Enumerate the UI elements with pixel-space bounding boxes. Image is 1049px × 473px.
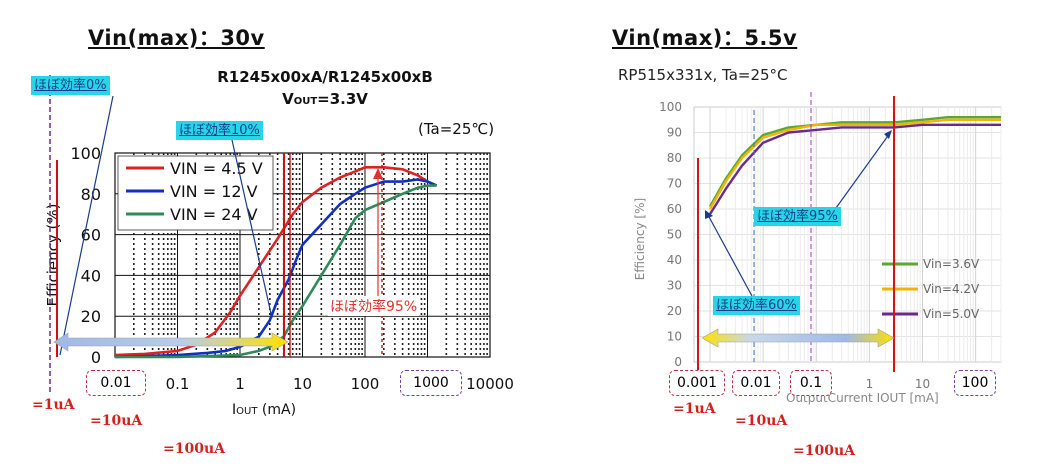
right-ytick-label: 50: [667, 228, 682, 242]
left-xtick-label: 1: [235, 375, 245, 393]
right-callout-eff95: ほぼ効率95%: [754, 207, 841, 226]
right-xtick-label: 1: [866, 377, 874, 391]
left-series-line-1: [114, 178, 438, 359]
right-marker-1uA: =1uA: [673, 401, 716, 417]
left-callout95-arrowhead: [373, 168, 383, 179]
left-condition: (Ta=25℃): [418, 120, 495, 138]
right-xtick-box-0.1: 0.1: [790, 370, 832, 396]
left-legend: VIN = 4.5 V VIN = 12 V VIN = 24 V: [117, 155, 274, 231]
right-legend: Vin=3.6V Vin=4.2V Vin=5.0V: [882, 257, 980, 321]
right-chart-title: RP515x331x, Ta=25°C: [618, 66, 788, 84]
right-ytick-label: 40: [667, 253, 682, 267]
left-callout-eff95: ほぼ効率95%: [328, 296, 420, 316]
left-ytick-label: 100: [70, 144, 101, 163]
right-legend-label: Vin=4.2V: [923, 282, 980, 296]
left-marker-10uA: =10uA: [90, 413, 143, 429]
left-ytick-label: 0: [91, 348, 101, 367]
right-ytick-label: 0: [674, 355, 682, 369]
left-series-line-2: [115, 184, 437, 359]
right-callout95-leader: [835, 132, 891, 209]
right-overlay: [697, 92, 895, 372]
right-ytick-label: 100: [659, 100, 682, 114]
right-series-line-0: [708, 116, 1001, 208]
left-ytick-label: 20: [81, 307, 101, 326]
right-ytick-label: 10: [667, 330, 682, 344]
left-range-arrow: [53, 332, 289, 352]
right-callout60-leader: [707, 214, 753, 297]
left-callout0-leader: [59, 95, 114, 356]
right-range-arrow: [701, 328, 895, 348]
left-callout10-leader: [231, 139, 273, 319]
right-callout60-arrowhead: [705, 210, 713, 219]
left-xtick-label: 10: [293, 375, 312, 393]
right-heading: Vin(max)：5.5v: [612, 26, 798, 50]
left-callout-eff10: ほぼ効率10%: [176, 121, 263, 140]
right-xtick-label: 10: [915, 377, 930, 391]
left-ytick-label: 40: [81, 266, 101, 285]
left-xlabel: IOUT (mA): [232, 402, 297, 418]
left-legend-label: VIN = 24 V: [170, 205, 258, 224]
right-xtick-box-100: 100: [954, 370, 996, 396]
right-callout-eff60: ほぼ効率60%: [713, 296, 800, 315]
right-ytick-labels: 0 10 20 30 40 50 60 70 80 90 100: [659, 100, 682, 369]
right-ytick-label: 80: [667, 151, 682, 165]
right-ytick-label: 70: [667, 177, 682, 191]
right-legend-label: Vin=5.0V: [923, 307, 980, 321]
right-xtick-labels: 1 10: [866, 377, 931, 391]
left-xtick-label: 0.1: [166, 375, 190, 393]
left-marker-1uA: =1uA: [32, 397, 75, 413]
left-heading: Vin(max)：30v: [88, 26, 265, 50]
left-legend-label: VIN = 4.5 V: [170, 159, 263, 178]
left-chart-title: R1245x00xA/R1245x00xB VOUT=3.3V: [200, 66, 450, 113]
right-series-line-1: [708, 118, 1001, 210]
left-xtick-box-0.01: 0.01: [86, 370, 146, 396]
right-xtick-box-0.01: 0.01: [732, 370, 780, 396]
right-marker-100uA: =100uA: [793, 443, 855, 459]
right-series-line-2: [708, 123, 1001, 215]
left-ytick-label: 80: [81, 185, 101, 204]
right-ytick-label: 60: [667, 202, 682, 216]
right-marker-10uA: =10uA: [735, 413, 788, 429]
right-ytick-label: 20: [667, 304, 682, 318]
right-gridlines: [693, 106, 1002, 363]
left-title-line2: VOUT=3.3V: [282, 90, 368, 108]
left-legend-label: VIN = 12 V: [170, 182, 258, 201]
right-ytick-label: 30: [667, 279, 682, 293]
left-xtick-label: 10000: [466, 375, 514, 393]
right-callout95-arrowhead: [884, 130, 892, 139]
right-legend-label: Vin=3.6V: [923, 257, 980, 271]
left-overlay: [49, 75, 383, 395]
left-title-line1: R1245x00xA/R1245x00xB: [217, 68, 433, 86]
right-ytick-label: 90: [667, 126, 682, 140]
left-callout-eff0: ほぼ効率0%: [31, 76, 110, 95]
right-series-layer: [708, 116, 1001, 215]
left-marker-100uA: =100uA: [163, 441, 225, 457]
left-xtick-box-1000: 1000: [400, 370, 462, 396]
right-xtick-box-0.001: 0.001: [669, 370, 725, 396]
left-xtick-label: 100: [351, 375, 380, 393]
